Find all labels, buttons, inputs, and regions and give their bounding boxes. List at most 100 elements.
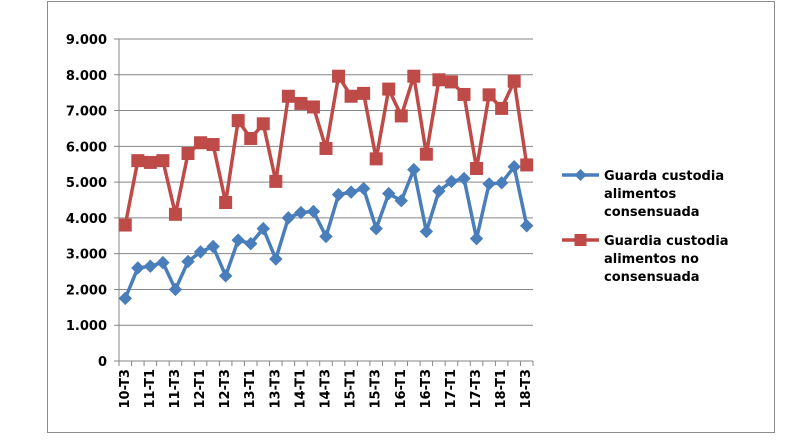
data-point [193,245,208,259]
data-point [168,207,182,221]
data-point [520,219,534,233]
data-point [206,138,220,152]
data-point [495,101,509,115]
legend-label-line: alimentos [604,187,676,202]
data-point [168,282,183,297]
data-point [482,88,496,102]
data-point [219,196,233,210]
data-point [131,154,145,168]
legend-label-line: consensuada [604,205,700,220]
data-point [407,69,421,83]
data-point [244,236,258,251]
axes: 0 1.000 2.000 3.000 4.000 5.000 6.000 7.000 8.00… [66,33,534,409]
legend-marker [574,234,587,246]
data-point [181,146,195,160]
data-point [256,221,270,236]
data-point [394,109,408,123]
data-point [507,74,521,88]
data-point [419,224,434,239]
x-tick-label: 17-T3 [469,369,484,409]
data-point [131,261,145,275]
data-point [432,73,446,87]
data-point [244,131,258,145]
data-point [419,147,433,161]
legend-label-line: consensuada [604,270,700,285]
x-tick-label: 12-T1 [193,369,208,409]
legend-item-2: Guardia custodia alimentos no consensuada [562,234,729,285]
data-point [344,89,358,103]
data-point [469,231,484,246]
series-group [118,69,534,306]
data-point [444,174,459,189]
x-tick-label: 15-T3 [369,369,384,409]
data-point [218,269,233,283]
data-point [457,87,471,101]
y-tick-label: 2.000 [66,283,107,298]
legend-label-line: Guarda custodia [604,169,724,184]
legend: Guarda custodia alimentos consensuadaGuard… [562,169,729,285]
legend-label: Guarda custodia alimentos consensuada [604,169,724,220]
x-tick-label: 16-T3 [419,369,434,409]
data-point [332,69,346,83]
data-point [281,89,295,103]
data-point [482,177,496,191]
x-tick-label: 15-T1 [344,369,359,409]
x-tick-label: 10-T3 [118,369,133,409]
legend-item-1: Guarda custodia alimentos consensuada [562,169,724,220]
data-point [470,162,484,176]
y-tick-label: 0 [98,355,107,370]
data-point [382,82,396,96]
data-point [294,205,308,220]
y-tick-label: 5.000 [66,176,107,191]
data-point [269,174,283,188]
data-point [194,136,208,150]
data-point [457,171,471,186]
legend-label-line: Guardia custodia [604,234,729,249]
data-point [231,114,245,128]
data-point [269,252,283,266]
x-tick-label: 18-T1 [494,369,509,409]
series-1 [118,160,534,306]
series-2 [118,69,534,232]
data-point [357,86,371,100]
data-point [369,152,383,166]
x-tick-label: 13-T3 [268,369,283,409]
y-tick-label: 4.000 [66,212,107,227]
y-tick-label: 3.000 [66,248,107,263]
legend-label-line: alimentos no [604,252,699,267]
data-point [206,239,220,254]
data-point [319,141,333,155]
data-point [231,233,245,247]
x-tick-label: 13-T1 [243,369,258,409]
y-tick-label: 6.000 [66,140,107,155]
y-tick-label: 7.000 [66,105,107,120]
data-point [306,204,321,219]
x-tick-label: 14-T3 [319,369,334,409]
x-tick-label: 17-T1 [444,369,459,409]
data-point [507,160,521,174]
x-tick-label: 11-T3 [168,369,183,409]
x-tick-label: 14-T1 [293,369,308,409]
data-point [407,162,421,177]
data-point [319,229,333,244]
data-point [118,291,132,306]
data-point [156,154,170,168]
data-point [143,155,157,169]
legend-marker [574,169,587,181]
y-tick-label: 1.000 [66,319,107,334]
y-tick-label: 8.000 [66,69,107,84]
data-point [256,117,270,131]
data-point [118,218,132,232]
data-point [306,100,320,114]
data-point [444,75,458,89]
data-point [369,221,383,236]
data-point [281,211,296,225]
data-point [181,254,195,269]
data-point [331,187,346,202]
data-point [143,259,158,273]
data-point [344,185,358,199]
data-point [520,158,534,172]
data-point [394,194,408,208]
data-point [156,255,170,270]
